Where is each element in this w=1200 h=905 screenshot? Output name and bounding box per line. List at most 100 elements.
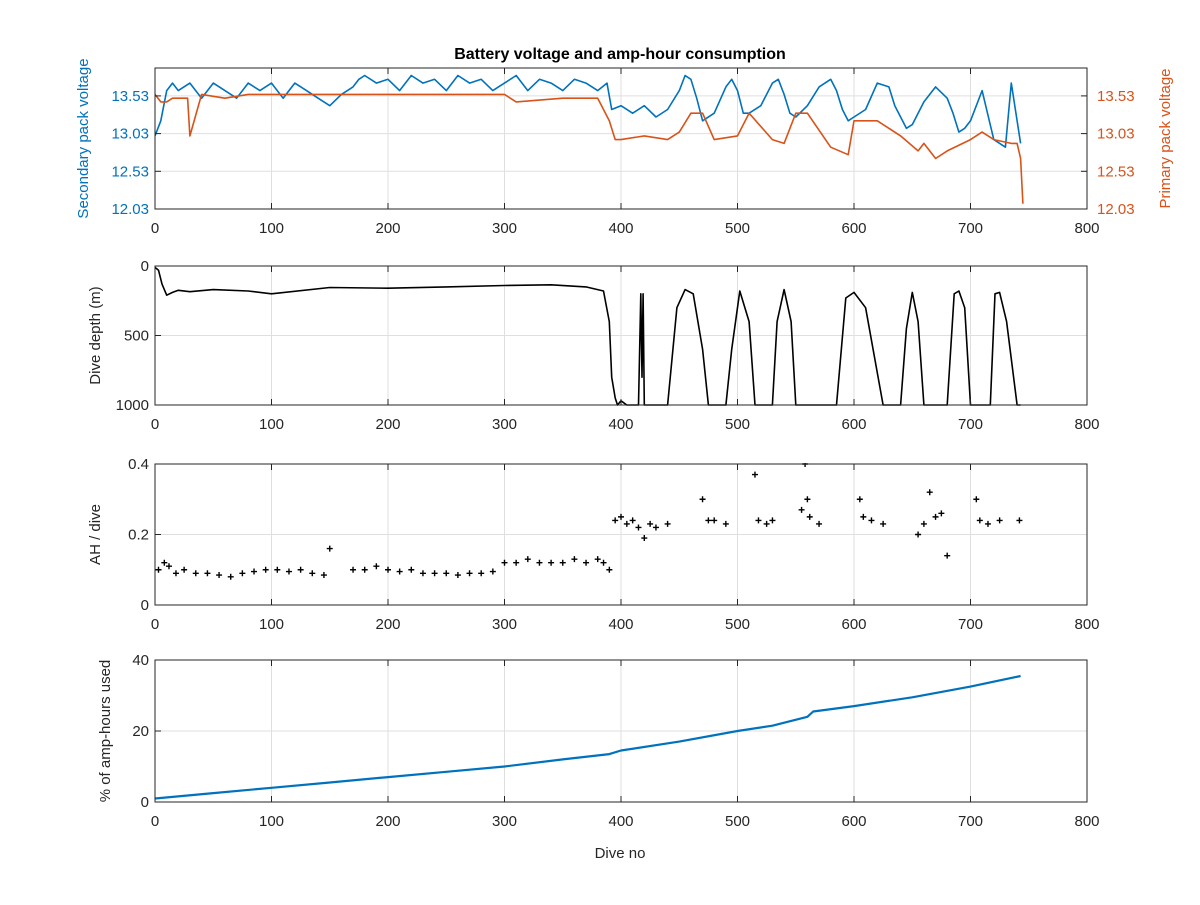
data-layer [155, 74, 1024, 204]
data-point [816, 520, 823, 527]
chart-title: Battery voltage and amp-hour consumption [454, 46, 786, 63]
x-tick-label: 0 [151, 813, 159, 830]
y-axis-label: Secondary pack voltage [75, 58, 92, 218]
data-point [938, 510, 945, 517]
data-point [804, 496, 811, 503]
data-point [944, 552, 951, 559]
data-point [606, 566, 613, 573]
data-point [612, 517, 619, 524]
x-tick-label: 800 [1074, 616, 1099, 633]
subplot-1: 0 100 200 300 400 500 600 700 800 12.03 12.03 12.53… [75, 58, 1174, 237]
data-point [155, 566, 162, 573]
data-point [571, 556, 578, 563]
series-line-1 [155, 74, 1022, 148]
data-point [996, 517, 1003, 524]
y-tick-label-right: 13.53 [1097, 88, 1135, 105]
x-tick-label: 600 [841, 220, 866, 237]
data-point [431, 570, 438, 577]
subplot-3: 0 100 200 300 400 500 600 700 800 0 0.2 0.4 AH / div… [87, 456, 1100, 633]
x-axis-label: Dive no [595, 845, 646, 862]
data-point [204, 570, 211, 577]
x-tick-label: 200 [375, 220, 400, 237]
x-tick-label: 700 [958, 416, 983, 433]
data-point [583, 559, 590, 566]
x-tick-label: 700 [958, 813, 983, 830]
y-tick-label-right: 13.03 [1097, 126, 1135, 143]
data-point [559, 559, 566, 566]
data-point [251, 568, 258, 575]
data-point [868, 517, 875, 524]
data-point [161, 559, 168, 566]
data-point [548, 559, 555, 566]
data-point [629, 517, 636, 524]
data-point [373, 563, 380, 570]
y-tick-label: 12.53 [111, 163, 149, 180]
data-point [699, 496, 706, 503]
y-tick-label: 0 [141, 258, 149, 275]
data-point [600, 559, 607, 566]
x-tick-label: 400 [608, 813, 633, 830]
x-tick-label: 500 [725, 220, 750, 237]
y-tick-label: 40 [132, 652, 149, 669]
x-tick-label: 300 [492, 220, 517, 237]
data-point [594, 556, 601, 563]
data-point [454, 572, 461, 579]
y-tick-label: 0.2 [128, 527, 149, 544]
data-point [664, 520, 671, 527]
data-point [385, 566, 391, 573]
data-point [806, 513, 813, 520]
x-tick-label: 800 [1074, 813, 1099, 830]
data-point [443, 570, 450, 577]
x-tick-label: 600 [841, 416, 866, 433]
x-tick-label: 600 [841, 813, 866, 830]
y-axis-label-right: Primary pack voltage [1157, 68, 1174, 208]
data-point [172, 570, 179, 577]
data-point [635, 524, 642, 531]
data-point [976, 517, 983, 524]
data-point [216, 572, 223, 579]
x-tick-label: 600 [841, 616, 866, 633]
y-tick-label: 13.53 [111, 88, 149, 105]
y-axis-label: AH / dive [87, 504, 104, 565]
data-point [856, 496, 863, 503]
x-tick-label: 800 [1074, 416, 1099, 433]
y-axis-label: Dive depth (m) [87, 286, 104, 384]
data-point [350, 566, 357, 573]
data-point [536, 559, 543, 566]
x-tick-label: 400 [608, 416, 633, 433]
data-point [227, 573, 234, 580]
y-tick-label: 500 [124, 328, 149, 345]
data-point [798, 506, 805, 513]
data-point [860, 513, 867, 520]
data-point [361, 566, 368, 573]
x-tick-label: 400 [608, 616, 633, 633]
data-point [705, 517, 712, 524]
subplot-2: 0 100 200 300 400 500 600 700 800 0 500 1000 Dive de… [87, 258, 1100, 433]
series-line-2 [155, 93, 1024, 204]
x-tick-label: 500 [725, 813, 750, 830]
x-tick-label: 700 [958, 220, 983, 237]
y-tick-label: 1000 [116, 397, 149, 414]
data-point [274, 566, 281, 573]
y-tick-label-right: 12.53 [1097, 163, 1135, 180]
x-tick-label: 200 [375, 813, 400, 830]
x-tick-label: 0 [151, 616, 159, 633]
x-tick-label: 300 [492, 813, 517, 830]
y-tick-label: 12.03 [111, 201, 149, 218]
x-tick-label: 100 [259, 220, 284, 237]
data-point [641, 535, 648, 542]
y-axis-label: % of amp-hours used [97, 660, 114, 803]
data-point [309, 570, 316, 577]
data-point [396, 568, 403, 575]
series-line-1 [155, 674, 1021, 800]
data-point [920, 520, 927, 527]
data-point [285, 568, 292, 575]
data-point [262, 566, 269, 573]
x-tick-label: 100 [259, 813, 284, 830]
x-tick-label: 200 [375, 416, 400, 433]
data-point [419, 570, 426, 577]
data-layer [155, 674, 1021, 800]
y-tick-label: 0.4 [128, 456, 149, 473]
